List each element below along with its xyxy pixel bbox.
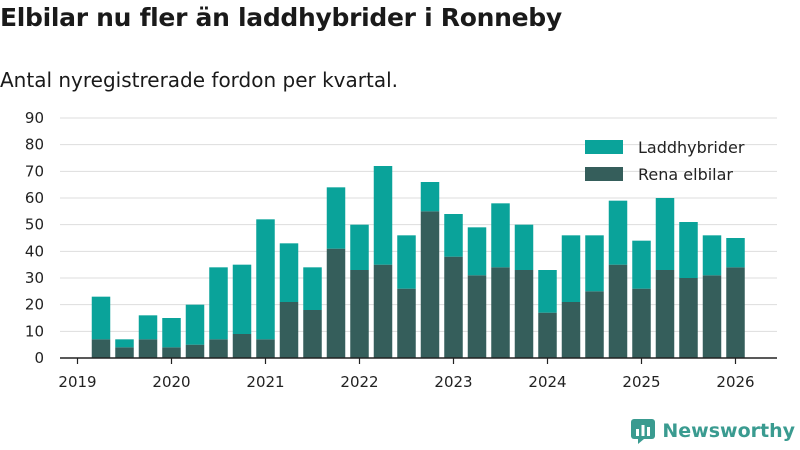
bar-rena-elbilar [561,302,581,358]
bar-rena-elbilar [702,275,722,358]
y-tick-label: 40 [25,242,44,260]
x-tick-label: 2021 [246,373,284,391]
y-tick-label: 10 [25,322,44,340]
bar-rena-elbilar [115,347,134,358]
bar-laddhybrider [185,304,205,345]
legend: Laddhybrider Rena elbilar [585,138,745,184]
bar-laddhybrider [679,222,698,278]
bar-laddhybrider [256,219,275,340]
y-axis-ticks: 0 10 20 30 40 50 60 70 80 90 [25,109,44,367]
bar-laddhybrider [726,238,745,268]
bar-rena-elbilar [514,270,534,358]
y-tick-label: 0 [34,349,44,367]
bar-laddhybrider [326,187,346,249]
bar-rena-elbilar [420,211,440,358]
bar-laddhybrider [444,214,463,257]
bar-rena-elbilar [444,256,463,358]
bar-rena-elbilar [538,312,557,358]
bar-laddhybrider [373,166,393,265]
x-tick-label: 2019 [58,373,96,391]
bar-laddhybrider [303,267,322,310]
x-tick-label: 2022 [340,373,378,391]
bar-laddhybrider [608,200,628,265]
legend-label-rena-elbilar: Rena elbilar [638,165,733,184]
bar-laddhybrider [162,318,181,348]
x-tick-label: 2020 [152,373,190,391]
bar-laddhybrider [350,224,369,270]
bar-laddhybrider [420,182,440,212]
bar-laddhybrider [232,264,252,334]
chart-title: Elbilar nu fler än laddhybrider i Ronneb… [0,3,562,32]
bar-rena-elbilar [350,270,369,358]
bar-laddhybrider [538,270,557,313]
bar-laddhybrider [702,235,722,276]
bar-laddhybrider [561,235,581,302]
chart-subtitle: Antal nyregistrerade fordon per kvartal. [0,68,399,92]
bar-rena-elbilar [726,267,745,358]
y-tick-label: 80 [25,136,44,154]
bar-rena-elbilar [585,291,604,358]
bar-laddhybrider [655,198,675,270]
bar-laddhybrider [138,315,158,340]
bar-rena-elbilar [162,347,181,358]
bar-rena-elbilar [232,334,252,358]
bar-laddhybrider [632,240,651,289]
bar-rena-elbilar [632,288,651,358]
x-tick-label: 2026 [716,373,754,391]
y-tick-label: 90 [25,109,44,127]
bar-rena-elbilar [467,275,487,358]
bar-rena-elbilar [138,339,158,358]
brand-logo: Newsworthy [630,418,795,444]
x-tick-label: 2025 [622,373,660,391]
bar-rena-elbilar [608,264,628,358]
bar-laddhybrider [491,203,510,268]
legend-swatch-rena-elbilar [585,167,623,181]
y-tick-label: 20 [25,296,44,314]
bar-rena-elbilar [91,339,111,358]
brand-name: Newsworthy [662,420,795,442]
x-tick-label: 2023 [434,373,472,391]
bar-laddhybrider [585,235,604,292]
bar-rena-elbilar [209,339,228,358]
newsworthy-logo-icon [631,419,656,444]
bar-laddhybrider [115,339,134,348]
y-tick-label: 60 [25,189,44,207]
legend-label-laddhybrider: Laddhybrider [638,138,745,157]
bar-rena-elbilar [279,302,299,358]
bar-laddhybrider [279,243,299,302]
bar-rena-elbilar [326,248,346,358]
y-tick-label: 70 [25,162,44,180]
bar-laddhybrider [467,227,487,276]
bar-rena-elbilar [303,310,322,358]
bars [91,166,745,358]
bar-rena-elbilar [373,264,393,358]
bar-rena-elbilar [185,344,205,358]
bar-laddhybrider [209,267,228,340]
bar-rena-elbilar [256,339,275,358]
legend-swatch-laddhybrider [585,140,623,154]
bar-rena-elbilar [491,267,510,358]
bar-rena-elbilar [397,288,416,358]
y-tick-label: 30 [25,269,44,287]
bar-rena-elbilar [679,278,698,358]
bar-laddhybrider [514,224,534,270]
bar-laddhybrider [91,296,111,340]
bar-rena-elbilar [655,270,675,358]
y-tick-label: 50 [25,216,44,234]
x-tick-label: 2024 [528,373,566,391]
bar-laddhybrider [397,235,416,289]
stacked-bar-chart: 0 10 20 30 40 50 60 70 80 90 2019 2020 2021 2022 2023… [25,109,777,391]
x-axis-ticks: 2019 2020 2021 2022 2023 2024 2025 2026 [58,358,755,391]
